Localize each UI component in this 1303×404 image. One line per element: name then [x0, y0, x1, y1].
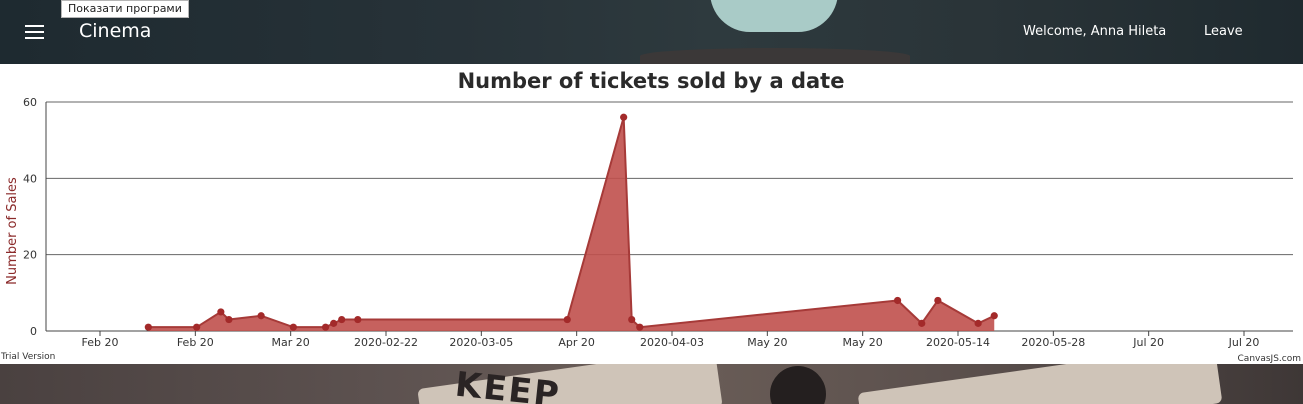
y-tick-label: 0 [30, 325, 37, 338]
trial-version-label: Trial Version [0, 352, 55, 362]
y-tick-label: 20 [23, 249, 37, 262]
y-tick-label: 60 [23, 96, 37, 109]
leave-link[interactable]: Leave [1204, 24, 1243, 39]
hamburger-menu-icon[interactable] [20, 20, 50, 44]
data-point [918, 319, 926, 327]
chart-panel: Number of tickets sold by a date 0 20 40 60… [0, 64, 1303, 364]
x-tick-label: 2020-05-28 [1021, 336, 1085, 349]
data-point [628, 315, 636, 324]
data-point [990, 312, 998, 320]
data-point [338, 315, 346, 324]
background-rim [640, 48, 910, 64]
background-ticket [857, 364, 1223, 404]
data-point [934, 296, 942, 305]
data-point [563, 315, 571, 324]
background-lamp [710, 0, 838, 32]
x-tick-label: Feb 20 [82, 336, 119, 349]
data-point [354, 315, 362, 324]
data-point [636, 323, 644, 331]
brand-link[interactable]: Cinema [79, 20, 152, 42]
x-tick-layer: Feb 20 Feb 20 Mar 20 2020-02-22 2020-03-05 Ap… [82, 331, 1260, 349]
x-tick-label: Jul 20 [1228, 336, 1260, 349]
background-photo-bottom: KEEP [0, 364, 1303, 404]
tickets-chart: Number of tickets sold by a date 0 20 40 60… [0, 69, 1301, 364]
area-fill [148, 117, 995, 331]
marker-layer [144, 113, 998, 331]
data-point [893, 296, 902, 305]
y-axis-title: Number of Sales [5, 177, 20, 285]
x-tick-label: Apr 20 [558, 336, 595, 349]
data-point [321, 323, 330, 331]
data-point [225, 315, 233, 324]
x-tick-label: Jul 20 [1132, 336, 1164, 349]
x-tick-label: May 20 [747, 336, 787, 349]
grid-layer: 0 20 40 60 [23, 96, 1293, 338]
area-layer [148, 116, 995, 331]
navbar: Cinema Показати програми Welcome, Anna H… [0, 0, 1303, 64]
data-point [217, 308, 225, 316]
data-point [289, 323, 297, 331]
canvasjs-credit-link[interactable]: CanvasJS.com [1238, 354, 1301, 364]
data-point [257, 312, 265, 320]
tooltip: Показати програми [61, 0, 189, 18]
x-tick-label: 2020-04-03 [640, 336, 704, 349]
data-point [193, 323, 201, 331]
data-point [974, 319, 982, 327]
x-tick-label: 2020-03-05 [449, 336, 513, 349]
area-line [148, 116, 995, 329]
data-point [144, 323, 152, 331]
x-tick-label: Mar 20 [272, 336, 310, 349]
x-tick-label: Feb 20 [177, 336, 214, 349]
data-point [330, 319, 338, 327]
x-tick-label: 2020-02-22 [354, 336, 418, 349]
background-hole [770, 366, 826, 404]
background-photo-top [0, 0, 1303, 64]
y-tick-label: 40 [23, 172, 37, 185]
chart-title: Number of tickets sold by a date [458, 69, 845, 93]
x-tick-label: May 20 [843, 336, 883, 349]
data-point [620, 113, 628, 121]
x-tick-label: 2020-05-14 [926, 336, 990, 349]
welcome-text: Welcome, Anna Hileta [1023, 24, 1167, 39]
